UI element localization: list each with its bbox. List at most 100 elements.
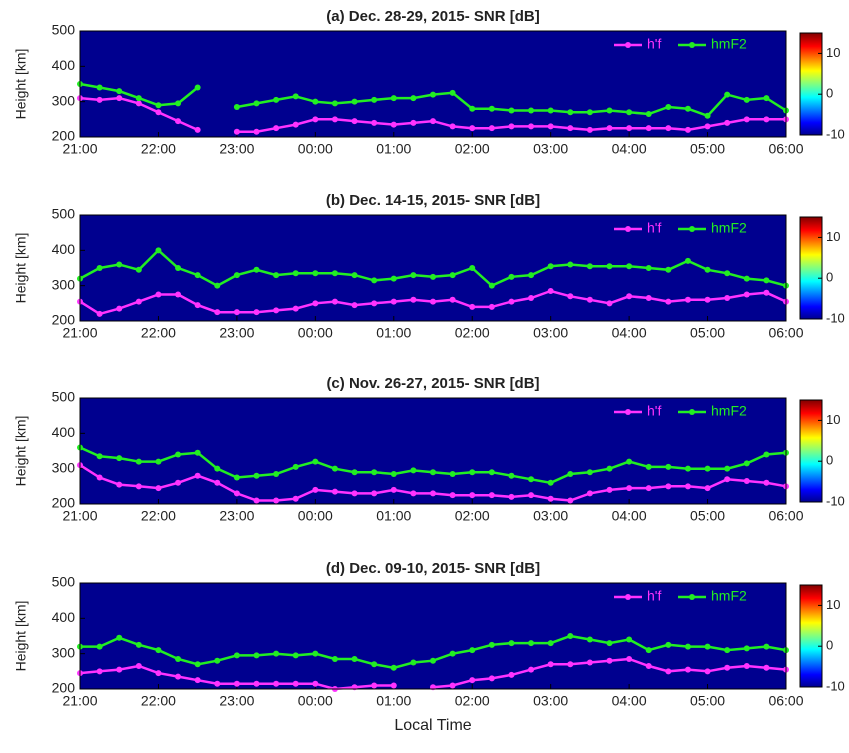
point (567, 261, 574, 268)
point (586, 636, 593, 643)
point (331, 116, 338, 123)
point (684, 296, 691, 303)
point (214, 657, 221, 664)
x-tick-label: 04:00 (612, 508, 647, 524)
point (724, 664, 731, 671)
x-tick-label: 04:00 (612, 325, 647, 341)
point (194, 472, 201, 479)
point (96, 474, 103, 481)
point (724, 91, 731, 98)
point (586, 126, 593, 133)
x-tick-label: 02:00 (455, 693, 490, 709)
point (331, 488, 338, 495)
y-tick-label: 400 (52, 57, 76, 73)
point (194, 449, 201, 456)
point (547, 263, 554, 270)
point (331, 465, 338, 472)
point (371, 682, 378, 689)
point (528, 123, 535, 130)
point (684, 465, 691, 472)
point (606, 125, 613, 132)
point (273, 307, 280, 314)
colorbar-tick-label: -10 (826, 126, 845, 141)
x-tick-label: 21:00 (62, 141, 97, 157)
colorbar-tick-label: 0 (826, 270, 833, 285)
point (763, 643, 770, 650)
point (645, 485, 652, 492)
x-tick-label: 02:00 (455, 141, 490, 157)
point (155, 485, 162, 492)
point (586, 263, 593, 270)
x-tick-label: 01:00 (376, 325, 411, 341)
point (704, 668, 711, 675)
point (96, 265, 103, 271)
x-tick-label: 02:00 (455, 325, 490, 341)
point (645, 647, 652, 654)
y-tick-label: 500 (52, 206, 76, 222)
x-tick-label: 00:00 (298, 693, 333, 709)
point (763, 95, 770, 102)
point (331, 100, 338, 107)
y-tick-label: 400 (52, 241, 76, 257)
y-tick-label: 200 (52, 495, 76, 511)
point (645, 463, 652, 470)
colorbar-tick-label: 10 (826, 229, 840, 244)
point (684, 126, 691, 133)
point (449, 470, 456, 477)
colorbar-tick-label: 10 (826, 45, 840, 60)
point (469, 469, 476, 476)
point (194, 126, 201, 133)
point (410, 467, 417, 474)
point (743, 116, 750, 123)
point (528, 492, 535, 499)
point (253, 472, 260, 479)
point (292, 680, 299, 687)
y-axis-label: Height [km] (13, 233, 29, 304)
x-tick-label: 06:00 (768, 325, 803, 341)
point (390, 275, 397, 282)
point (292, 495, 299, 502)
point (626, 293, 633, 300)
point (606, 107, 613, 114)
x-tick-label: 04:00 (612, 141, 647, 157)
point (351, 490, 358, 497)
snr-background (80, 398, 786, 504)
point (449, 650, 456, 657)
point (253, 128, 260, 135)
point (155, 647, 162, 654)
y-tick-label: 500 (52, 389, 76, 405)
colorbar-tick-label: 10 (826, 597, 840, 612)
x-tick-label: 23:00 (219, 508, 254, 524)
point (547, 123, 554, 130)
point (175, 265, 182, 271)
point (331, 298, 338, 305)
point (528, 272, 535, 279)
point (410, 272, 417, 279)
point (528, 476, 535, 483)
point (116, 666, 123, 673)
point (312, 680, 319, 687)
point (626, 655, 633, 662)
point (430, 657, 436, 664)
colorbar-tick-label: 0 (826, 638, 833, 653)
point (351, 118, 358, 125)
point (449, 272, 456, 279)
point (233, 652, 240, 659)
point (214, 282, 221, 289)
point (488, 469, 495, 476)
plot-frame (79, 214, 787, 322)
point (626, 125, 633, 132)
point (233, 490, 240, 497)
colorbar-tick-label: 10 (826, 412, 840, 427)
point (449, 89, 456, 96)
point (508, 640, 515, 647)
point (292, 305, 299, 312)
point (606, 640, 613, 647)
y-tick-label: 200 (52, 312, 76, 328)
point (214, 465, 221, 472)
point (567, 497, 574, 504)
point (626, 485, 633, 492)
point (645, 663, 652, 670)
point (233, 680, 240, 687)
